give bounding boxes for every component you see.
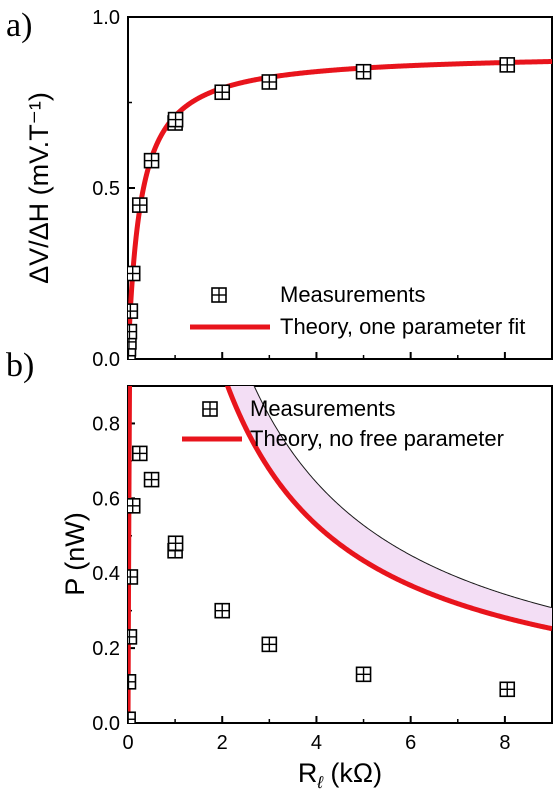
panel-b-x-axis-title: Rℓ (kΩ)	[298, 758, 382, 792]
panel-b-measurement-point	[499, 681, 516, 698]
panel-b-y-tick-label: 0.2	[92, 638, 120, 660]
panel-a-measurement-points	[128, 57, 516, 359]
x-axis-title-unit: (kΩ)	[323, 758, 382, 788]
panel-b-legend: Measurements Theory, no free parameter	[182, 396, 504, 451]
panel-b-y-tick-label: 0.0	[92, 713, 120, 735]
panel-b-measurement-point	[128, 674, 137, 690]
panel-b-y-ticks: 0.0 0.2 0.4 0.6 0.8	[92, 413, 135, 735]
panel-a: a) 0.0 0.5 1.0 ΔV/ΔH (mV.T⁻¹) Measurements…	[6, 7, 553, 371]
panel-b-measurement-point	[128, 629, 138, 645]
panel-a-measurement-point	[143, 152, 160, 169]
panel-b-legend-marker-symbol	[202, 401, 218, 417]
panel-b-legend-marker	[202, 401, 218, 417]
panel-b-measurement-points	[128, 445, 516, 723]
panel-a-y-tick-label: 0.0	[92, 349, 120, 371]
panel-a-legend-theory: Theory, one parameter fit	[280, 314, 525, 339]
panel-b-x-ticks: 0 2 4 6 8	[122, 716, 510, 754]
panel-b-measurement-point	[167, 535, 184, 552]
panel-b-y-axis-title: P (nW)	[60, 512, 90, 596]
x-axis-title-subscript: ℓ	[316, 773, 323, 792]
panel-a-measurement-point	[128, 303, 139, 319]
panel-a-label: a)	[6, 7, 32, 44]
panel-a-measurement-point	[131, 197, 148, 213]
panel-b-y-tick-label: 0.6	[92, 488, 120, 510]
panel-b-legend-measurements: Measurements	[250, 396, 396, 421]
panel-a-y-tick-label: 0.5	[92, 178, 120, 200]
panel-a-y-axis-title: ΔV/ΔH (mV.T⁻¹)	[24, 92, 54, 284]
panel-a-measurement-point	[128, 265, 141, 282]
panel-a-legend: Measurements Theory, one parameter fit	[190, 282, 525, 339]
panel-b-x-tick-label: 4	[311, 732, 322, 754]
panel-a-legend-measurements: Measurements	[280, 282, 426, 307]
panel-b-measurement-point	[128, 498, 141, 514]
panel-b-y-tick-label: 0.4	[92, 563, 120, 585]
panel-b-theory-line	[128, 386, 552, 723]
panel-b-band-upper-edge	[128, 386, 552, 723]
panel-b-x-tick-label: 6	[405, 732, 416, 754]
x-axis-title-symbol: R	[298, 758, 318, 788]
panel-a-measurement-point	[355, 63, 372, 80]
panel-b-x-tick-label: 8	[499, 732, 510, 754]
panel-a-measurement-point	[167, 111, 184, 128]
panel-b-x-tick-label: 0	[122, 732, 133, 754]
panel-b-measurement-point	[355, 666, 372, 683]
panel-b-x-tick-label: 2	[217, 732, 228, 754]
panel-b-measurement-point	[131, 445, 148, 462]
panel-a-legend-marker-symbol	[211, 287, 227, 303]
panel-a-measurement-point	[499, 57, 516, 73]
panel-b-measurement-point	[128, 569, 139, 585]
panel-b-label: b)	[6, 347, 34, 384]
panel-a-measurement-point	[261, 74, 278, 90]
panel-a-x-ticks	[127, 352, 506, 359]
panel-a-measurement-point	[128, 323, 138, 340]
panel-b-measurement-point	[261, 636, 278, 653]
panel-a-measurement-point	[214, 84, 231, 101]
panel-b-measurement-point	[214, 602, 231, 619]
panel-b-measurement-point	[128, 711, 136, 723]
panel-a-y-ticks: 0.0 0.5 1.0	[92, 7, 135, 371]
panel-b-measurement-point	[143, 471, 160, 488]
panel-b-y-tick-label: 0.8	[92, 413, 120, 435]
panel-a-legend-marker	[211, 287, 227, 303]
panel-b-legend-theory: Theory, no free parameter	[250, 426, 504, 451]
panel-a-y-tick-label: 1.0	[92, 7, 120, 29]
